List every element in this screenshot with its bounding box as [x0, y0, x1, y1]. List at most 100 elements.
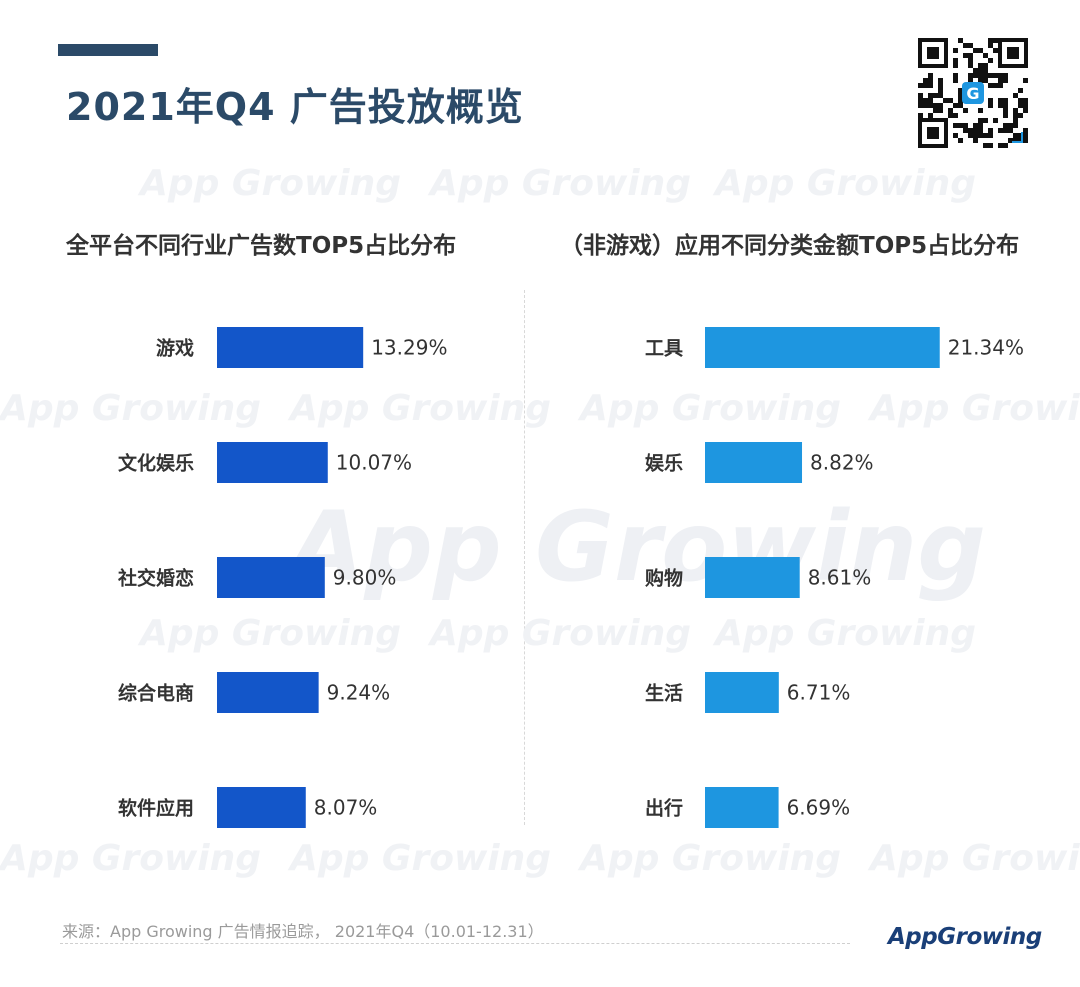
- qr-cell: [938, 108, 943, 113]
- qr-cell: [1018, 133, 1023, 138]
- qr-cell: [923, 83, 928, 88]
- qr-cell: [953, 103, 958, 108]
- value-label: 6.71%: [787, 681, 851, 705]
- qr-cell: [933, 93, 938, 98]
- qr-cell: [968, 53, 973, 58]
- qr-cell: [1018, 103, 1023, 108]
- qr-cell: [1003, 143, 1008, 148]
- qr-cell: [1003, 103, 1008, 108]
- bar: [217, 327, 364, 368]
- qr-cell: [978, 48, 983, 53]
- qr-cell: [998, 98, 1003, 103]
- qr-cell: [978, 73, 983, 78]
- qr-cell: [963, 43, 968, 48]
- qr-cell: [1018, 88, 1023, 93]
- qr-cell: [938, 93, 943, 98]
- qr-cell: [933, 108, 938, 113]
- qr-cell: [958, 98, 963, 103]
- qr-cell: [963, 123, 968, 128]
- category-label: 购物: [645, 567, 683, 590]
- qr-cell: [963, 128, 968, 133]
- qr-cell: [938, 78, 943, 83]
- qr-cell: [968, 58, 973, 63]
- qr-cell: [953, 133, 958, 138]
- qr-cell: [973, 68, 978, 73]
- qr-cell: [923, 98, 928, 103]
- qr-cell: [953, 58, 958, 63]
- qr-cell: [1018, 98, 1023, 103]
- page-title: 2021年Q4 广告投放概览: [66, 85, 524, 129]
- qr-cell: [983, 133, 988, 138]
- qr-cell: [1013, 138, 1018, 143]
- value-label: 9.80%: [333, 566, 397, 590]
- qr-cell: [978, 133, 983, 138]
- qr-cell: [988, 83, 993, 88]
- value-label: 8.07%: [314, 796, 378, 820]
- qr-cell: [1003, 78, 1008, 83]
- category-label: 软件应用: [118, 797, 194, 820]
- qr-cell: [958, 38, 963, 43]
- qr-cell: [988, 73, 993, 78]
- qr-cell: [1013, 118, 1018, 123]
- qr-cell: [948, 108, 953, 113]
- qr-cell: [988, 58, 993, 63]
- bar: [217, 787, 306, 828]
- qr-cell: [953, 73, 958, 78]
- qr-cell: [1003, 113, 1008, 118]
- qr-cell: [973, 128, 978, 133]
- qr-cell: [978, 123, 983, 128]
- qr-cell: [998, 128, 1003, 133]
- qr-cell: [953, 113, 958, 118]
- qr-cell: [943, 98, 948, 103]
- category-label: 工具: [645, 338, 683, 360]
- qr-cell: [998, 78, 1003, 83]
- qr-cell: [918, 103, 923, 108]
- qr-cell: [973, 123, 978, 128]
- qr-code-icon: G: [918, 38, 1028, 148]
- qr-cell: [968, 73, 973, 78]
- qr-cell: [953, 78, 958, 83]
- qr-cell: [923, 103, 928, 108]
- qr-cell: [983, 118, 988, 123]
- qr-cell: [918, 83, 923, 88]
- qr-cell: [958, 138, 963, 143]
- qr-cell: [993, 38, 998, 43]
- qr-cell: [1008, 138, 1013, 143]
- qr-cell: [1003, 98, 1008, 103]
- left-chart-title: 全平台不同行业广告数TOP5占比分布: [66, 233, 457, 259]
- qr-cell: [968, 133, 973, 138]
- value-label: 21.34%: [948, 336, 1024, 360]
- qr-cell: [988, 128, 993, 133]
- qr-cell: [958, 103, 963, 108]
- category-label: 生活: [645, 682, 683, 705]
- category-label: 综合电商: [118, 682, 194, 705]
- qr-cell: [983, 63, 988, 68]
- qr-cell: [1023, 98, 1028, 103]
- footer-divider: [60, 943, 850, 944]
- qr-cell: [983, 143, 988, 148]
- category-label: 游戏: [156, 337, 194, 360]
- qr-cell: [1013, 113, 1018, 118]
- qr-cell: [953, 123, 958, 128]
- qr-cell: [1008, 128, 1013, 133]
- qr-cell: [1023, 133, 1028, 138]
- qr-cell: [978, 68, 983, 73]
- qr-cell: [928, 113, 933, 118]
- qr-cell: [973, 138, 978, 143]
- qr-cell: [998, 143, 1003, 148]
- qr-cell: [983, 68, 988, 73]
- qr-cell: [963, 53, 968, 58]
- qr-cell: [973, 133, 978, 138]
- qr-cell: [998, 83, 1003, 88]
- appgrowing-logo: AppGrowing: [888, 924, 1042, 950]
- bar-charts: 游戏 13.29% 文化娱乐 10.07% 社交婚恋 9.80% 综合电商 9.24% 软件应用…: [117, 327, 1024, 828]
- qr-cell: [978, 63, 983, 68]
- category-label: 出行: [645, 797, 683, 820]
- value-label: 10.07%: [336, 451, 412, 475]
- source-note: 来源：App Growing 广告情报追踪， 2021年Q4（10.01-12.…: [62, 922, 544, 941]
- qr-cell: [928, 98, 933, 103]
- qr-cell: [988, 43, 993, 48]
- qr-cell: [1018, 113, 1023, 118]
- qr-cell: [1013, 93, 1018, 98]
- bar: [217, 557, 325, 598]
